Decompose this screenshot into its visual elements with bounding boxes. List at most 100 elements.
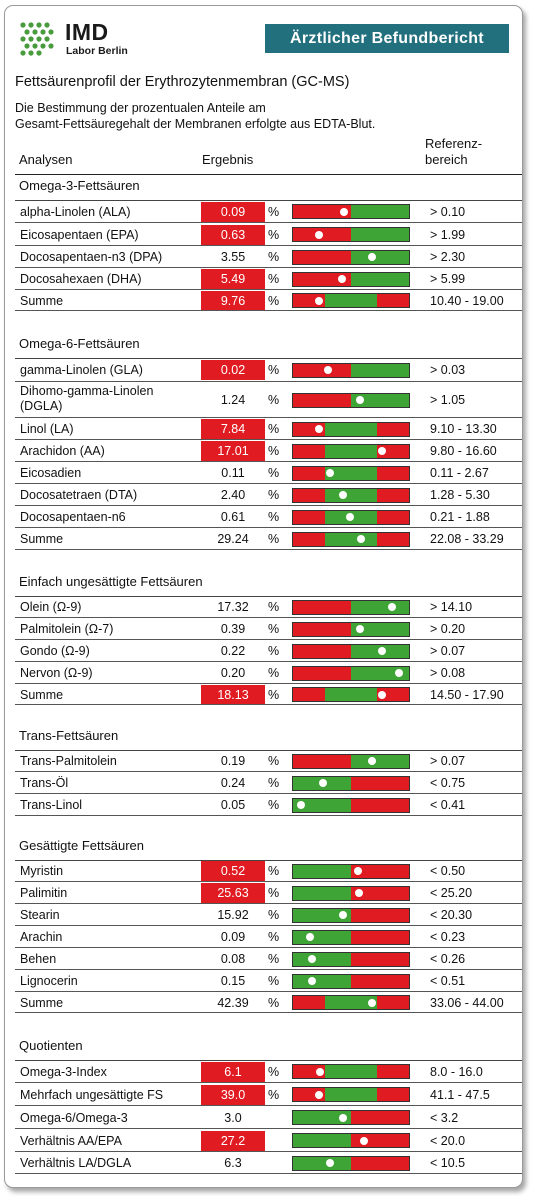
reference-range: 10.40 - 19.00 — [430, 293, 504, 308]
reference-header-line-2: bereich — [425, 152, 468, 167]
table-row: Mehrfach ungesättigte FS 39.0% 41.1 - 47.5 — [15, 1083, 522, 1106]
range-bar — [292, 753, 410, 769]
analyte-name: gamma-Linolen (GLA) — [20, 363, 143, 377]
range-bar — [292, 271, 410, 287]
row-divider — [15, 969, 522, 970]
result-value: 6.3 — [224, 1156, 242, 1170]
result-value-flagged: 5.49 — [201, 269, 265, 289]
section-divider — [15, 860, 522, 861]
unit-label: % — [268, 488, 280, 502]
range-bar — [292, 885, 410, 901]
row-divider — [15, 310, 522, 311]
section-title: Omega-6-Fettsäuren — [19, 336, 140, 351]
table-row: Eicosapentaen (EPA) 0.63% > 1.99 — [15, 223, 522, 246]
table-row: Trans-Palmitolein 0.19% > 0.07 — [15, 750, 522, 772]
range-bar-segment-normal — [351, 666, 409, 680]
range-bar-segment-out — [293, 363, 351, 377]
result-value-flagged: 9.76 — [201, 290, 265, 311]
table-row: Palimitin 25.63% < 25.20 — [15, 882, 522, 904]
result-value: 2.40 — [220, 488, 246, 502]
report-description: Die Bestimmung der prozentualen Anteile … — [15, 100, 455, 132]
section-divider — [15, 358, 522, 359]
unit-label: % — [268, 444, 280, 458]
analyte-name: Arachidon (AA) — [20, 444, 105, 458]
analyte-name: Nervon (Ω-9) — [20, 666, 93, 680]
table-row: Docosapentaen-n6 0.61% 0.21 - 1.88 — [15, 506, 522, 528]
unit-label: % — [268, 1087, 280, 1102]
unit-label: % — [268, 930, 280, 944]
range-bar-segment-normal — [325, 532, 377, 546]
range-bar-segment-out — [376, 532, 409, 546]
analyte-name: Behen — [20, 952, 57, 966]
result-value-flagged: 18.13 — [201, 684, 265, 705]
result-value: 0.61 — [220, 510, 246, 524]
table-row: Eicosadien 0.11% 0.11 - 2.67 — [15, 462, 522, 484]
unit-label: % — [268, 995, 280, 1010]
unit-label: % — [268, 908, 280, 922]
section-divider — [15, 596, 522, 597]
row-divider — [15, 704, 522, 705]
range-bar-segment-normal — [325, 488, 377, 502]
range-bar-segment-normal — [325, 1088, 377, 1101]
result-value-flagged: 6.1 — [201, 1061, 265, 1082]
range-marker-icon — [359, 1136, 368, 1145]
range-bar-segment-normal — [351, 205, 409, 218]
reference-range: < 20.0 — [430, 1133, 466, 1148]
range-bar-segment-normal — [325, 294, 377, 307]
range-bar — [292, 509, 410, 525]
range-bar-segment-out — [293, 510, 326, 524]
range-bar-segment-out — [376, 1088, 409, 1101]
range-bar-segment-out — [293, 444, 326, 458]
range-bar-segment-normal — [351, 393, 409, 407]
range-bar-segment-normal — [293, 952, 351, 966]
row-divider — [15, 771, 522, 772]
row-divider — [15, 549, 522, 550]
range-marker-icon — [367, 757, 376, 765]
table-row: Docosatetraen (DTA) 2.40% 1.28 - 5.30 — [15, 484, 522, 506]
table-row: Arachidon (AA) 17.01% 9.80 - 16.60 — [15, 440, 522, 462]
result-value-flagged: 17.01 — [201, 441, 265, 461]
row-divider — [15, 245, 522, 246]
imd-logo: IMD Labor Berlin — [19, 19, 169, 66]
range-bar-segment-normal — [293, 1156, 351, 1170]
range-bar — [292, 1064, 410, 1079]
table-row: Trans-Linol 0.05% < 0.41 — [15, 794, 522, 816]
range-bar-segment-out — [376, 488, 409, 502]
table-row: Omega-3-Index 6.1% 8.0 - 16.0 — [15, 1060, 522, 1083]
reference-range: > 0.07 — [430, 644, 466, 658]
range-bar — [292, 531, 410, 547]
range-bar-segment-normal — [293, 886, 351, 900]
table-row: Palmitolein (Ω-7) 0.39% > 0.20 — [15, 618, 522, 640]
unit-label: % — [268, 363, 280, 377]
range-bar-segment-out — [293, 393, 351, 407]
range-bar-segment-out — [293, 688, 326, 701]
result-value-flagged: 0.63 — [201, 224, 265, 245]
reference-range: > 0.07 — [430, 754, 466, 768]
report-card: IMD Labor Berlin Ärztlicher Befundberich… — [4, 5, 523, 1188]
range-bar-segment-normal — [293, 930, 351, 944]
result-value: 0.08 — [220, 952, 246, 966]
row-divider — [15, 991, 522, 992]
analyte-name: Summe — [20, 687, 64, 702]
range-bar-segment-out — [293, 488, 326, 502]
range-bar-segment-normal — [351, 600, 409, 614]
range-bar-segment-out — [293, 250, 351, 264]
result-value-flagged: 25.63 — [201, 883, 265, 903]
unit-label: % — [268, 293, 280, 308]
range-bar-segment-out — [293, 644, 351, 658]
row-divider — [15, 527, 522, 528]
row-divider — [15, 1128, 522, 1129]
section-title: Gesättigte Fettsäuren — [19, 838, 145, 853]
reference-range: < 20.30 — [430, 908, 473, 922]
analyte-name: Summe — [20, 293, 64, 308]
analyte-name: Verhältnis AA/EPA — [20, 1133, 122, 1148]
range-marker-icon — [326, 1159, 335, 1167]
result-value: 0.22 — [220, 644, 246, 658]
result-value: 17.32 — [217, 600, 249, 614]
table-row: Summe 18.13% 14.50 - 17.90 — [15, 684, 522, 705]
analyte-name: Trans-Linol — [20, 798, 83, 812]
result-value-flagged: 0.52 — [201, 861, 265, 881]
range-marker-icon — [357, 535, 366, 543]
table-row: Trans-Öl 0.24% < 0.75 — [15, 772, 522, 794]
table-row: Summe 9.76% 10.40 - 19.00 — [15, 290, 522, 311]
